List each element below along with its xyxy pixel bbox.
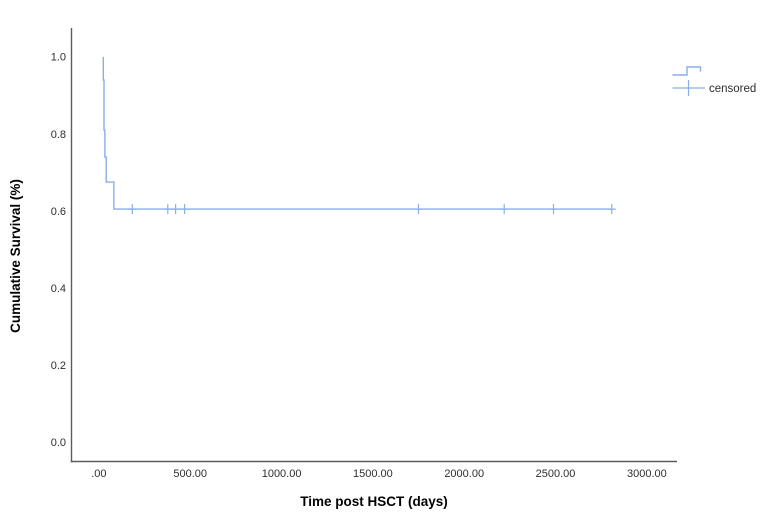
y-tick-label: 1.0 xyxy=(51,52,66,64)
y-tick-label: 0.2 xyxy=(51,360,66,372)
legend: censored xyxy=(672,66,756,96)
x-tick-label: .00 xyxy=(91,468,106,480)
x-axis-title: Time post HSCT (days) xyxy=(300,494,448,509)
survival-curve-group xyxy=(102,56,612,210)
survival-curve-legend-icon xyxy=(672,66,702,76)
censored-mark xyxy=(128,204,137,215)
x-tick-label: 2500.00 xyxy=(536,468,576,480)
censored-mark xyxy=(171,204,180,215)
x-tick-label: 2000.00 xyxy=(444,468,484,480)
x-tick-label: 1000.00 xyxy=(262,468,302,480)
censored-mark xyxy=(607,204,616,215)
censored-mark xyxy=(549,204,558,215)
x-tick-label: 3000.00 xyxy=(627,468,667,480)
y-tick-label: 0.4 xyxy=(51,283,66,295)
x-tick-label: 500.00 xyxy=(173,468,207,480)
y-axis-title: Cumulative Survival (%) xyxy=(8,179,23,333)
censored-marker-icon xyxy=(672,80,705,96)
y-axis-tick-labels: 0.0 0.2 0.4 0.6 0.8 1.0 xyxy=(51,52,66,449)
y-tick-label: 0.0 xyxy=(51,437,66,449)
y-tick-label: 0.6 xyxy=(51,206,66,218)
censored-mark xyxy=(180,204,189,215)
x-tick-label: 1500.00 xyxy=(353,468,393,480)
x-axis-tick-labels: .00 500.00 1000.00 1500.00 2000.00 2500.00 300… xyxy=(91,468,667,480)
censored-mark xyxy=(414,204,423,215)
survival-curve xyxy=(102,56,612,210)
censored-mark xyxy=(163,204,172,215)
y-tick-label: 0.8 xyxy=(51,129,66,141)
legend-label-censored: censored xyxy=(709,83,756,95)
censored-marks-group xyxy=(128,204,616,215)
censored-mark xyxy=(500,204,509,215)
